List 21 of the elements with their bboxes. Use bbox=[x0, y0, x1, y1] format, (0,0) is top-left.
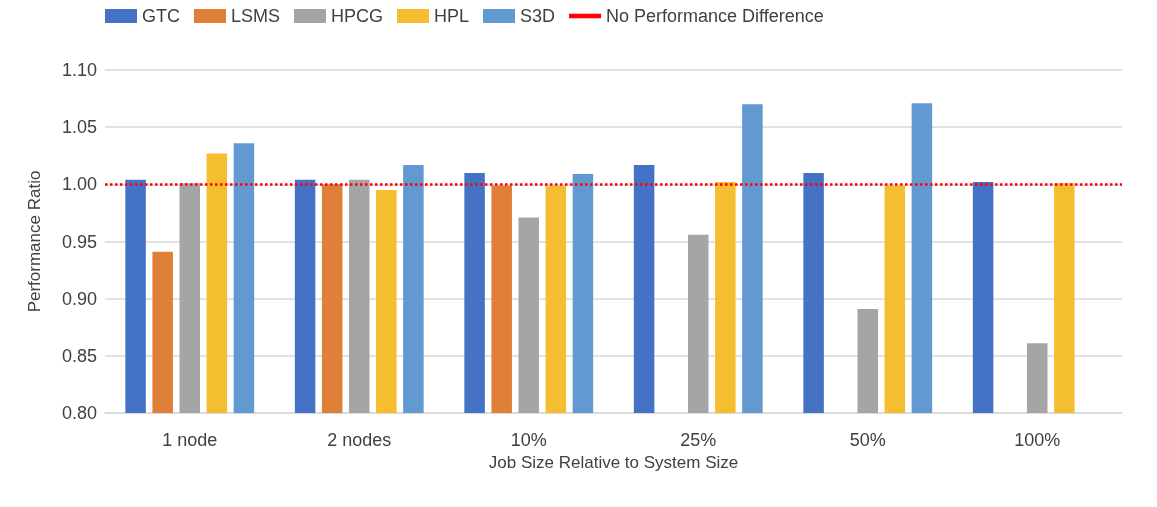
legend-label: LSMS bbox=[231, 6, 281, 26]
x-axis-title: Job Size Relative to System Size bbox=[488, 452, 739, 472]
x-tick-label: 10% bbox=[510, 430, 547, 450]
legend-label: No Performance Difference bbox=[606, 6, 824, 26]
y-axis-title: Performance Ratio bbox=[25, 170, 44, 313]
y-tick-label: 1.00 bbox=[61, 174, 97, 195]
x-tick-label: 50% bbox=[849, 430, 886, 450]
legend-label: HPL bbox=[434, 6, 470, 26]
legend-label: S3D bbox=[520, 6, 556, 26]
y-tick-label: 0.90 bbox=[61, 288, 97, 309]
legend-label: GTC bbox=[142, 6, 180, 26]
x-tick-label: 100% bbox=[1014, 430, 1061, 450]
x-tick-label: 25% bbox=[680, 430, 717, 450]
y-tick-label: 0.80 bbox=[61, 403, 97, 423]
x-tick-label: 1 node bbox=[162, 430, 218, 450]
y-tick-label: 0.85 bbox=[61, 345, 97, 366]
legend-label: HPCG bbox=[331, 6, 384, 26]
y-tick-label: 1.05 bbox=[61, 117, 97, 138]
x-tick-label: 2 nodes bbox=[327, 430, 392, 450]
y-tick-label: 0.95 bbox=[61, 231, 97, 252]
y-tick-label: 1.10 bbox=[61, 60, 97, 80]
